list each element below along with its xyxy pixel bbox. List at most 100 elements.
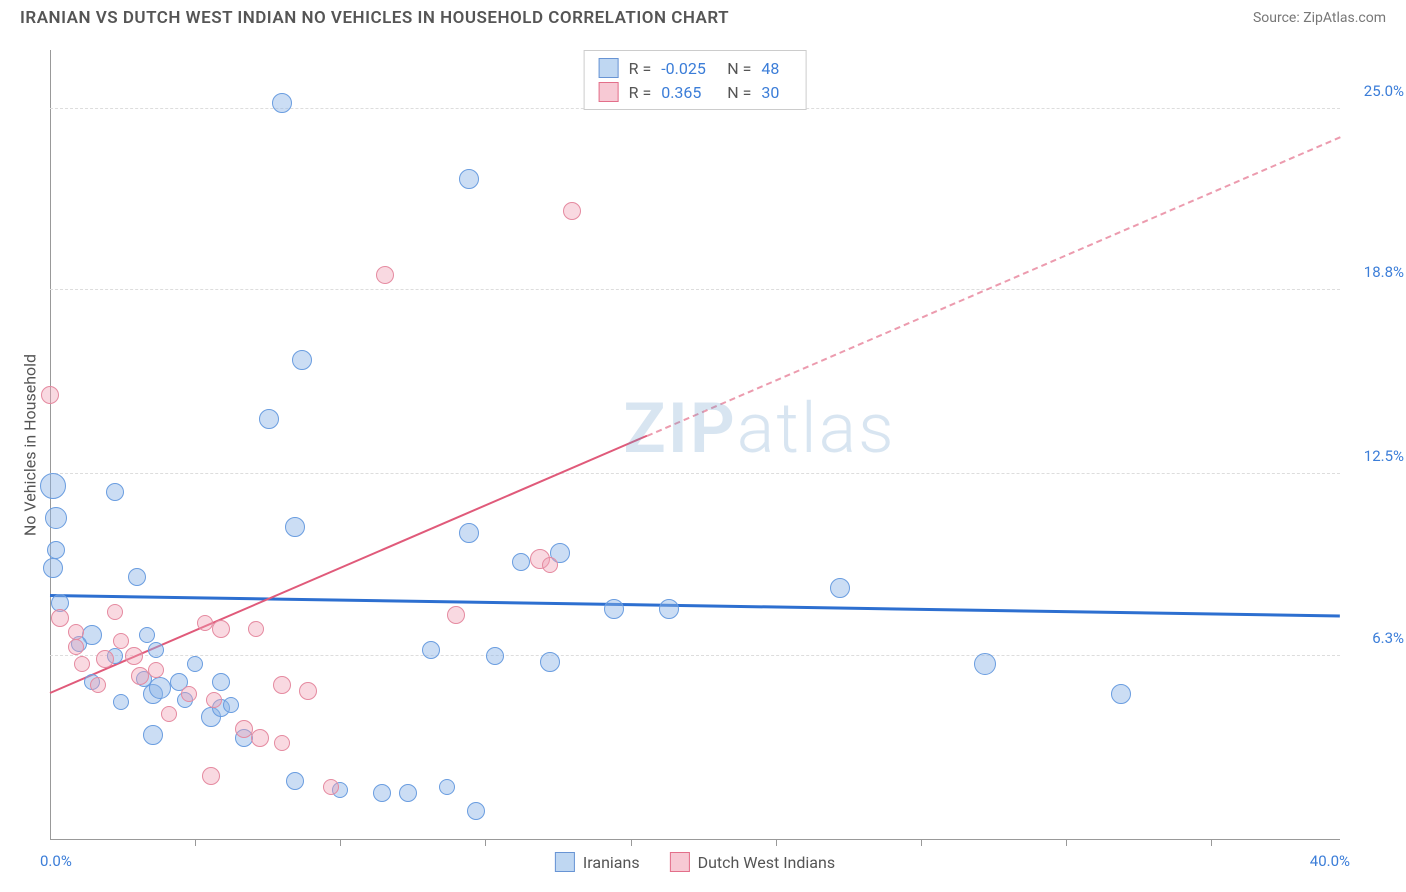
data-point bbox=[512, 553, 530, 571]
gridline bbox=[50, 655, 1340, 656]
data-point bbox=[113, 694, 129, 710]
data-point bbox=[292, 350, 312, 370]
data-point bbox=[43, 558, 63, 578]
data-point bbox=[41, 386, 59, 404]
data-point bbox=[659, 599, 679, 619]
data-point bbox=[542, 557, 558, 573]
data-point bbox=[96, 650, 114, 668]
r-label: R = bbox=[629, 83, 652, 102]
data-point bbox=[399, 784, 417, 802]
data-point bbox=[161, 706, 177, 722]
data-point bbox=[125, 647, 143, 665]
data-point bbox=[563, 202, 581, 220]
data-point bbox=[45, 507, 67, 529]
x-tick bbox=[195, 840, 196, 846]
data-point bbox=[540, 652, 560, 672]
data-point bbox=[376, 266, 394, 284]
data-point bbox=[139, 627, 155, 643]
plot-area: ZIPatlas R =-0.025N =48R = 0.365N =30 6.… bbox=[50, 50, 1340, 840]
x-min-label: 0.0% bbox=[40, 852, 72, 870]
data-point bbox=[212, 620, 230, 638]
chart-title: IRANIAN VS DUTCH WEST INDIAN NO VEHICLES… bbox=[20, 8, 729, 28]
data-point bbox=[90, 677, 106, 693]
data-point bbox=[47, 541, 65, 559]
data-point bbox=[259, 409, 279, 429]
grid-label: 18.8% bbox=[1364, 263, 1404, 281]
x-tick bbox=[1066, 840, 1067, 846]
data-point bbox=[447, 606, 465, 624]
legend-item: Iranians bbox=[555, 852, 640, 872]
data-point bbox=[285, 517, 305, 537]
data-point bbox=[830, 578, 850, 598]
data-point bbox=[131, 667, 149, 685]
data-point bbox=[106, 483, 124, 501]
trend-line bbox=[50, 594, 1340, 617]
data-point bbox=[223, 697, 239, 713]
y-axis-label: No Vehicles in Household bbox=[21, 354, 40, 536]
data-point bbox=[1111, 684, 1131, 704]
data-point bbox=[323, 779, 339, 795]
x-axis bbox=[50, 839, 1340, 840]
n-value: 30 bbox=[761, 83, 791, 102]
legend-item: Dutch West Indians bbox=[670, 852, 836, 872]
data-point bbox=[187, 656, 203, 672]
data-point bbox=[459, 169, 479, 189]
x-max-label: 40.0% bbox=[1310, 852, 1350, 870]
data-point bbox=[74, 656, 90, 672]
data-point bbox=[486, 647, 504, 665]
legend-swatch bbox=[555, 852, 575, 872]
data-point bbox=[206, 692, 222, 708]
data-point bbox=[128, 568, 146, 586]
legend-swatch bbox=[599, 82, 619, 102]
grid-label: 25.0% bbox=[1364, 82, 1404, 100]
data-point bbox=[274, 735, 290, 751]
data-point bbox=[299, 682, 317, 700]
grid-label: 6.3% bbox=[1372, 629, 1404, 647]
data-point bbox=[248, 621, 264, 637]
series-legend: Iranians Dutch West Indians bbox=[555, 852, 835, 872]
data-point bbox=[113, 633, 129, 649]
x-tick bbox=[340, 840, 341, 846]
stats-legend: R = -0.025 N = 48 R = 0.365 N = 30 bbox=[584, 50, 807, 110]
data-point bbox=[439, 779, 455, 795]
data-point bbox=[148, 662, 164, 678]
data-point bbox=[148, 642, 164, 658]
n-label: N = bbox=[727, 83, 751, 102]
data-point bbox=[149, 677, 171, 699]
data-point bbox=[373, 784, 391, 802]
n-label: N = bbox=[727, 59, 751, 78]
x-tick bbox=[921, 840, 922, 846]
data-point bbox=[68, 639, 84, 655]
gridline bbox=[50, 473, 1340, 474]
n-value: 48 bbox=[761, 59, 791, 78]
data-point bbox=[604, 599, 624, 619]
data-point bbox=[251, 729, 269, 747]
data-point bbox=[68, 624, 84, 640]
watermark-atlas: atlas bbox=[737, 388, 896, 470]
stats-row: R = 0.365 N = 30 bbox=[599, 80, 792, 104]
x-tick bbox=[485, 840, 486, 846]
data-point bbox=[181, 686, 197, 702]
data-point bbox=[422, 641, 440, 659]
data-point bbox=[273, 676, 291, 694]
r-label: R = bbox=[629, 59, 652, 78]
watermark-zip: ZIP bbox=[623, 388, 736, 470]
data-point bbox=[197, 615, 213, 631]
x-tick bbox=[1211, 840, 1212, 846]
stats-row: R = -0.025 N = 48 bbox=[599, 56, 792, 80]
data-point bbox=[40, 473, 66, 499]
x-tick bbox=[776, 840, 777, 846]
grid-label: 12.5% bbox=[1364, 447, 1404, 465]
x-tick bbox=[631, 840, 632, 846]
legend-swatch bbox=[670, 852, 690, 872]
data-point bbox=[974, 653, 996, 675]
data-point bbox=[143, 725, 163, 745]
r-value: -0.025 bbox=[661, 59, 717, 78]
r-value: 0.365 bbox=[661, 83, 717, 102]
legend-label: Iranians bbox=[583, 853, 640, 872]
data-point bbox=[212, 673, 230, 691]
legend-label: Dutch West Indians bbox=[698, 853, 836, 872]
data-point bbox=[107, 604, 123, 620]
data-point bbox=[272, 93, 292, 113]
source-attribution: Source: ZipAtlas.com bbox=[1253, 10, 1386, 26]
